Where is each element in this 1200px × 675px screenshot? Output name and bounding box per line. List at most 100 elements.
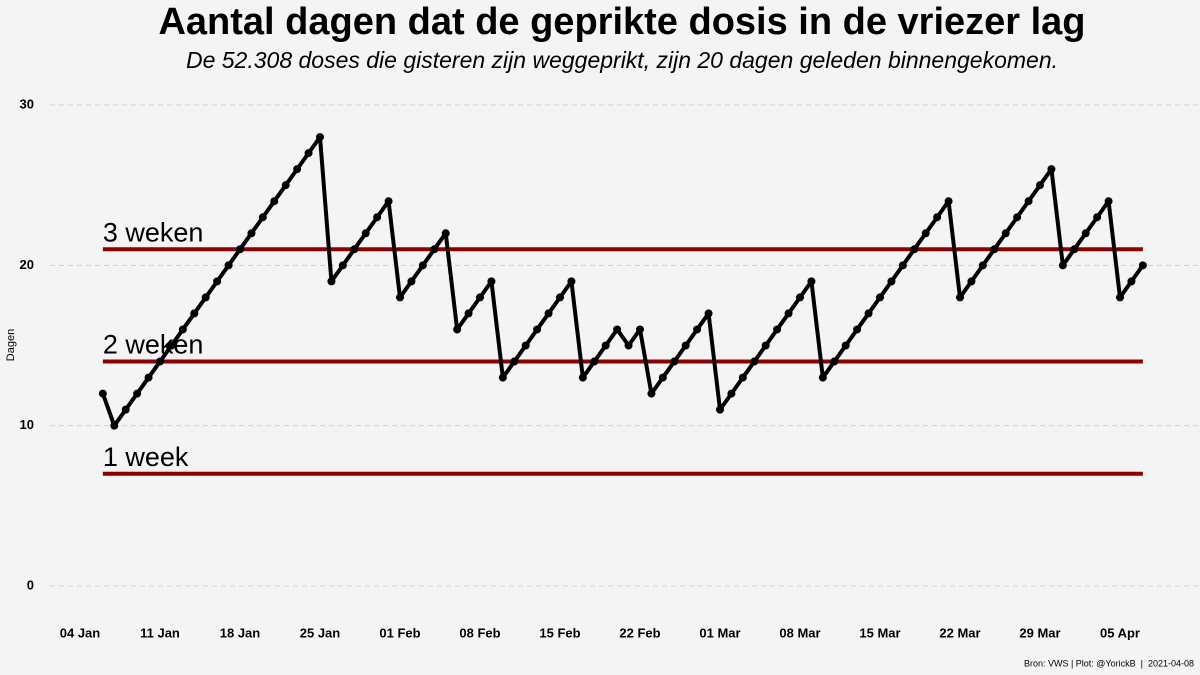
- x-tick-label: 15 Mar: [859, 625, 900, 640]
- point: [316, 133, 324, 142]
- point: [361, 229, 370, 238]
- y-axis-label: Dagen: [5, 329, 17, 361]
- point: [487, 277, 496, 286]
- point: [281, 181, 290, 190]
- x-tick-label: 18 Jan: [220, 625, 261, 640]
- point: [1047, 165, 1056, 174]
- reference-label: 2 weken: [103, 330, 204, 360]
- point: [567, 277, 576, 286]
- point: [990, 245, 999, 254]
- point: [784, 309, 793, 318]
- point: [704, 309, 713, 318]
- point: [247, 229, 256, 238]
- x-tick-label: 01 Feb: [379, 625, 420, 640]
- reference-label: 3 weken: [103, 217, 204, 247]
- point: [910, 245, 919, 254]
- chart-subtitle: De 52.308 doses die gisteren zijn weggep…: [186, 47, 1058, 73]
- point: [738, 373, 747, 382]
- point: [498, 373, 507, 382]
- point: [258, 213, 267, 222]
- point: [898, 261, 907, 270]
- point: [236, 245, 244, 254]
- point: [418, 261, 427, 270]
- point: [761, 341, 770, 350]
- point: [407, 277, 416, 286]
- point: [693, 325, 702, 334]
- point: [887, 277, 896, 286]
- x-tick-label: 15 Feb: [539, 625, 580, 640]
- point: [533, 325, 542, 334]
- x-tick-label: 22 Mar: [939, 625, 980, 640]
- point: [156, 357, 164, 366]
- point: [98, 389, 107, 398]
- point: [1024, 197, 1033, 206]
- point: [773, 325, 782, 334]
- point: [1070, 245, 1079, 254]
- point: [1138, 261, 1147, 270]
- x-tick-label: 04 Jan: [60, 625, 101, 640]
- point: [373, 213, 382, 222]
- point: [818, 373, 827, 382]
- point: [121, 405, 130, 414]
- point: [956, 293, 964, 302]
- point: [864, 309, 873, 318]
- x-tick-label: 01 Mar: [699, 625, 740, 640]
- x-tick-label: 22 Feb: [619, 625, 660, 640]
- point: [978, 261, 987, 270]
- point: [510, 357, 519, 366]
- x-tick-label: 29 Mar: [1019, 625, 1060, 640]
- point: [830, 357, 839, 366]
- y-tick-label: 10: [20, 417, 34, 432]
- point: [716, 405, 724, 414]
- point: [601, 341, 610, 350]
- point: [430, 245, 439, 254]
- point: [921, 229, 930, 238]
- point: [933, 213, 942, 222]
- point: [441, 229, 450, 238]
- point: [1093, 213, 1102, 222]
- point: [556, 293, 564, 302]
- point: [944, 197, 953, 206]
- point: [144, 373, 153, 382]
- point: [350, 245, 359, 254]
- point: [338, 261, 347, 270]
- point: [304, 149, 313, 158]
- point: [624, 341, 633, 350]
- x-tick-label: 25 Jan: [300, 625, 341, 640]
- point: [613, 325, 622, 334]
- point: [1013, 213, 1022, 222]
- point: [796, 293, 804, 302]
- point: [213, 277, 222, 286]
- point: [876, 293, 884, 302]
- point: [384, 197, 393, 206]
- x-tick-label: 08 Mar: [779, 625, 820, 640]
- point: [270, 197, 279, 206]
- point: [1127, 277, 1136, 286]
- point: [201, 293, 210, 302]
- point: [396, 293, 404, 302]
- point: [590, 357, 599, 366]
- point: [544, 309, 553, 318]
- y-tick-label: 20: [20, 257, 34, 272]
- point: [1116, 293, 1124, 302]
- point: [727, 389, 736, 398]
- point: [967, 277, 976, 286]
- point: [178, 325, 187, 334]
- point: [224, 261, 233, 270]
- point: [1104, 197, 1113, 206]
- point: [841, 341, 850, 350]
- point: [658, 373, 667, 382]
- point: [133, 389, 142, 398]
- point: [190, 309, 199, 318]
- point: [453, 325, 462, 334]
- point: [110, 421, 119, 430]
- point: [636, 325, 644, 334]
- x-tick-label: 05 Apr: [1100, 625, 1140, 640]
- y-tick-label: 30: [20, 96, 34, 111]
- chart-title: Aantal dagen dat de geprikte dosis in de…: [158, 1, 1085, 43]
- point: [167, 341, 176, 350]
- point: [681, 341, 690, 350]
- point: [853, 325, 862, 334]
